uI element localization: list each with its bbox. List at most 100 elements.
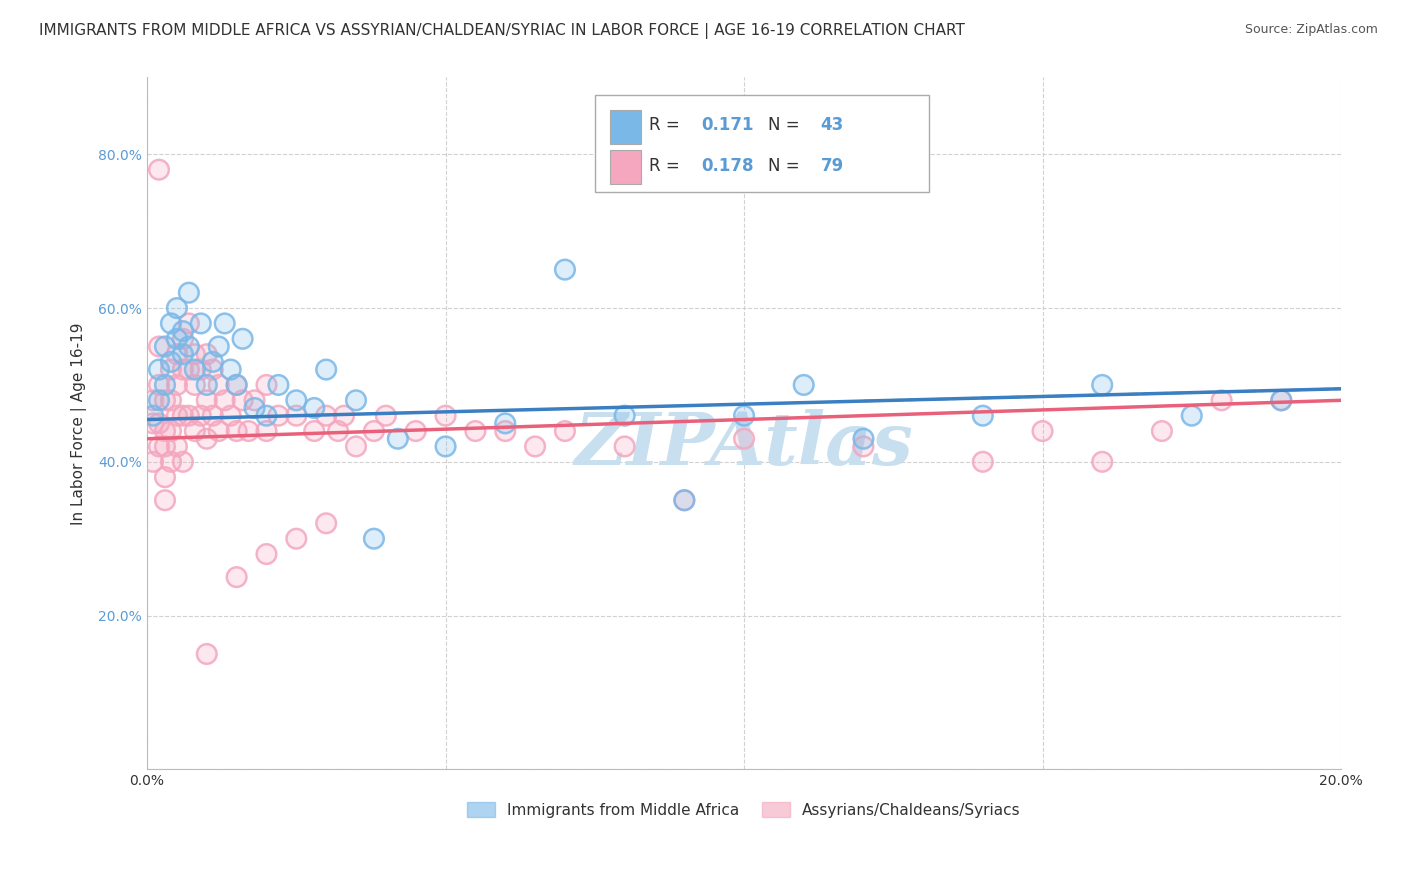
- Point: [148, 362, 170, 376]
- Point: [344, 439, 367, 453]
- Point: [434, 439, 457, 453]
- Point: [214, 393, 236, 408]
- Point: [238, 424, 260, 438]
- Point: [256, 424, 278, 438]
- Point: [172, 347, 194, 361]
- Point: [177, 409, 200, 423]
- Point: [1270, 393, 1292, 408]
- Point: [177, 317, 200, 331]
- Point: [613, 439, 636, 453]
- Point: [554, 262, 576, 277]
- Point: [184, 347, 207, 361]
- Point: [160, 355, 183, 369]
- Point: [434, 409, 457, 423]
- Point: [852, 439, 875, 453]
- Point: [315, 409, 337, 423]
- Point: [219, 362, 242, 376]
- Point: [166, 347, 188, 361]
- Point: [363, 532, 385, 546]
- Point: [315, 516, 337, 531]
- Point: [153, 378, 176, 392]
- Point: [302, 401, 325, 415]
- Point: [554, 424, 576, 438]
- Point: [972, 409, 994, 423]
- Point: [172, 332, 194, 346]
- Point: [177, 339, 200, 353]
- Point: [243, 401, 266, 415]
- Point: [160, 424, 183, 438]
- Point: [195, 647, 218, 661]
- Point: [232, 393, 254, 408]
- Point: [733, 409, 755, 423]
- Point: [285, 409, 308, 423]
- Point: [1211, 393, 1233, 408]
- Point: [733, 432, 755, 446]
- Point: [326, 424, 349, 438]
- Point: [387, 432, 409, 446]
- Point: [201, 362, 224, 376]
- Point: [153, 493, 176, 508]
- Point: [225, 424, 247, 438]
- Point: [225, 570, 247, 584]
- Point: [852, 432, 875, 446]
- Point: [148, 417, 170, 431]
- Text: Source: ZipAtlas.com: Source: ZipAtlas.com: [1244, 23, 1378, 37]
- Point: [374, 409, 396, 423]
- Point: [219, 362, 242, 376]
- Point: [148, 393, 170, 408]
- Point: [434, 409, 457, 423]
- Point: [148, 417, 170, 431]
- Point: [148, 393, 170, 408]
- Point: [184, 347, 207, 361]
- Point: [177, 285, 200, 300]
- Point: [195, 347, 218, 361]
- Point: [214, 317, 236, 331]
- Point: [387, 432, 409, 446]
- Point: [190, 317, 212, 331]
- Point: [172, 362, 194, 376]
- Legend: Immigrants from Middle Africa, Assyrians/Chaldeans/Syriacs: Immigrants from Middle Africa, Assyrians…: [461, 796, 1026, 824]
- Point: [256, 547, 278, 561]
- Point: [201, 355, 224, 369]
- Point: [184, 378, 207, 392]
- Point: [208, 378, 231, 392]
- Point: [733, 409, 755, 423]
- Point: [153, 470, 176, 484]
- Point: [285, 393, 308, 408]
- Point: [285, 409, 308, 423]
- Point: [363, 532, 385, 546]
- Point: [972, 455, 994, 469]
- Point: [315, 516, 337, 531]
- Point: [166, 378, 188, 392]
- Point: [172, 362, 194, 376]
- Point: [195, 378, 218, 392]
- Text: 0.171: 0.171: [702, 116, 754, 134]
- Point: [160, 317, 183, 331]
- Point: [374, 409, 396, 423]
- Point: [225, 424, 247, 438]
- Point: [524, 439, 547, 453]
- Point: [177, 362, 200, 376]
- Point: [142, 455, 165, 469]
- Point: [225, 378, 247, 392]
- Point: [673, 493, 696, 508]
- Point: [852, 439, 875, 453]
- FancyBboxPatch shape: [610, 110, 641, 144]
- Point: [285, 393, 308, 408]
- Point: [153, 393, 176, 408]
- Point: [142, 393, 165, 408]
- Point: [142, 417, 165, 431]
- Point: [302, 401, 325, 415]
- Point: [225, 378, 247, 392]
- Point: [184, 378, 207, 392]
- Point: [201, 362, 224, 376]
- Point: [1091, 378, 1114, 392]
- Point: [142, 393, 165, 408]
- Point: [243, 393, 266, 408]
- Point: [195, 347, 218, 361]
- Point: [333, 409, 356, 423]
- Point: [195, 378, 218, 392]
- Point: [177, 285, 200, 300]
- Point: [160, 317, 183, 331]
- Point: [267, 409, 290, 423]
